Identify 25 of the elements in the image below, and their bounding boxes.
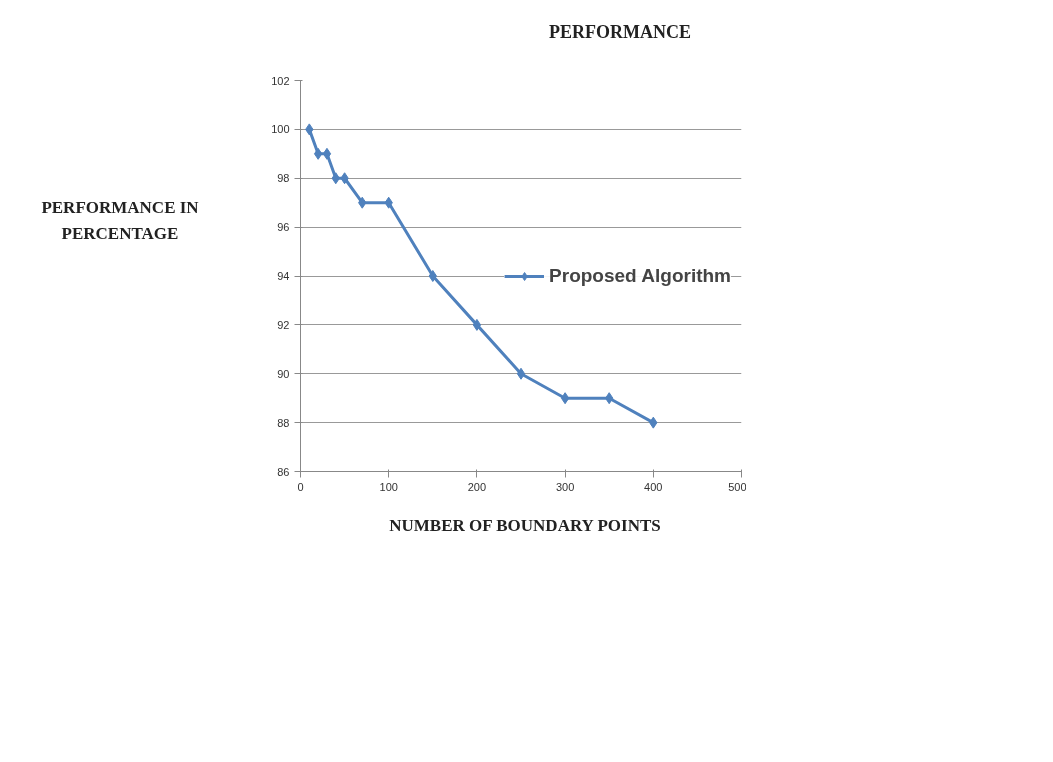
x-tick-label: 200 — [467, 480, 487, 493]
y-tick-label: 90 — [277, 367, 290, 380]
legend-label: Proposed Algorithm — [549, 264, 731, 287]
y-tick-label: 86 — [277, 465, 290, 478]
x-tick-label: 500 — [728, 480, 747, 493]
y-tick-label: 96 — [277, 221, 290, 234]
x-tick-label: 0 — [297, 480, 304, 493]
point — [313, 147, 323, 160]
point — [472, 318, 482, 331]
point — [516, 367, 526, 380]
y-tick-label: 94 — [277, 270, 290, 282]
y-tick-label: 92 — [277, 318, 290, 331]
point — [560, 392, 570, 405]
x-tick-label: 100 — [379, 480, 398, 493]
y-tick-label: 102 — [271, 74, 290, 87]
x-tick-label: 300 — [555, 480, 575, 493]
y-tick-label: 100 — [271, 123, 290, 136]
point — [428, 270, 437, 282]
point — [322, 147, 332, 160]
y-tick-label: 98 — [277, 172, 290, 185]
y-tick-label: 88 — [277, 416, 290, 429]
x-tick-label: 400 — [644, 480, 663, 493]
y-axis-title: PERFORMANCE IN PERCENTAGE — [40, 197, 200, 245]
x-axis-title: NUMBER OF BOUNDARY POINTS — [389, 515, 661, 537]
chart-title: PERFORMANCE — [549, 21, 691, 44]
